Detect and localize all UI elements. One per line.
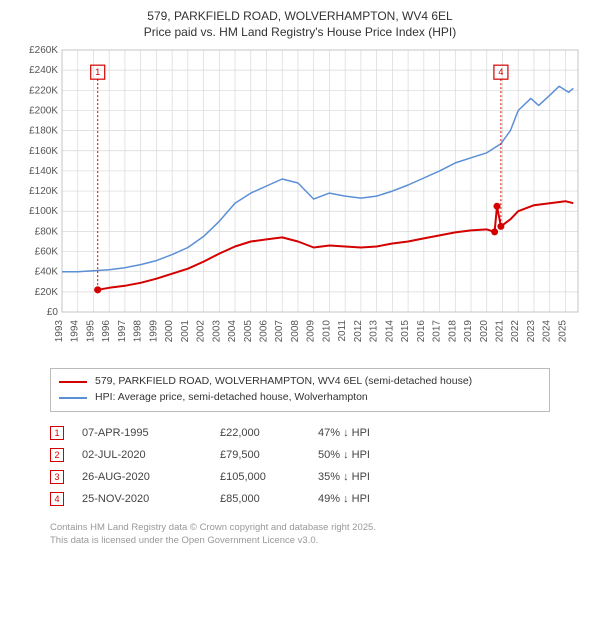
svg-text:2016: 2016 — [415, 320, 426, 343]
svg-text:2006: 2006 — [258, 320, 269, 343]
transaction-price: £22,000 — [220, 427, 300, 439]
svg-text:2007: 2007 — [274, 320, 285, 343]
page-root: 579, PARKFIELD ROAD, WOLVERHAMPTON, WV4 … — [0, 0, 600, 558]
svg-text:£140K: £140K — [29, 166, 58, 177]
title-line-1: 579, PARKFIELD ROAD, WOLVERHAMPTON, WV4 … — [10, 8, 590, 24]
svg-text:2013: 2013 — [368, 320, 379, 343]
svg-text:2000: 2000 — [164, 320, 175, 343]
svg-text:£180K: £180K — [29, 126, 58, 137]
legend-swatch — [59, 381, 87, 383]
transactions-table: 1 07-APR-1995 £22,000 47% ↓ HPI 2 02-JUL-2020… — [50, 422, 550, 510]
legend-item: HPI: Average price, semi-detached house,… — [59, 390, 541, 406]
svg-text:£60K: £60K — [34, 247, 58, 258]
legend-label: 579, PARKFIELD ROAD, WOLVERHAMPTON, WV4 … — [95, 374, 472, 390]
transaction-delta: 35% ↓ HPI — [318, 471, 418, 483]
svg-text:£260K: £260K — [29, 45, 58, 56]
svg-text:2002: 2002 — [195, 320, 206, 343]
svg-text:2011: 2011 — [337, 320, 348, 342]
legend-swatch — [59, 397, 87, 399]
svg-text:2021: 2021 — [494, 320, 505, 343]
transaction-date: 02-JUL-2020 — [82, 449, 202, 461]
svg-text:£20K: £20K — [34, 287, 58, 298]
svg-text:2014: 2014 — [384, 320, 395, 343]
transaction-row: 2 02-JUL-2020 £79,500 50% ↓ HPI — [50, 444, 550, 466]
svg-text:2024: 2024 — [541, 320, 552, 343]
chart-titles: 579, PARKFIELD ROAD, WOLVERHAMPTON, WV4 … — [10, 8, 590, 40]
svg-text:£80K: £80K — [34, 227, 58, 238]
attribution: Contains HM Land Registry data © Crown c… — [50, 522, 570, 548]
attribution-line-2: This data is licensed under the Open Gov… — [50, 535, 570, 548]
line-chart-svg: £0 £20K £40K £60K £80K £100K £120K £140K £160K £1… — [18, 44, 583, 362]
svg-text:£0: £0 — [46, 307, 58, 318]
svg-text:£120K: £120K — [29, 186, 58, 197]
svg-text:2012: 2012 — [352, 320, 363, 343]
svg-text:2020: 2020 — [478, 320, 489, 343]
transaction-marker: 3 — [50, 470, 64, 484]
attribution-line-1: Contains HM Land Registry data © Crown c… — [50, 522, 570, 535]
svg-text:1: 1 — [95, 67, 100, 77]
svg-text:£40K: £40K — [34, 267, 58, 278]
svg-text:£220K: £220K — [29, 86, 58, 97]
transaction-marker: 2 — [50, 448, 64, 462]
transaction-row: 1 07-APR-1995 £22,000 47% ↓ HPI — [50, 422, 550, 444]
transaction-price: £85,000 — [220, 493, 300, 505]
svg-text:2010: 2010 — [321, 320, 332, 343]
transaction-row: 3 26-AUG-2020 £105,000 35% ↓ HPI — [50, 466, 550, 488]
svg-text:£200K: £200K — [29, 106, 58, 117]
svg-text:2004: 2004 — [227, 320, 238, 343]
svg-text:2008: 2008 — [289, 320, 300, 343]
transaction-marker: 4 — [50, 492, 64, 506]
legend: 579, PARKFIELD ROAD, WOLVERHAMPTON, WV4 … — [50, 368, 550, 412]
svg-text:2005: 2005 — [242, 320, 253, 343]
svg-text:2023: 2023 — [525, 320, 536, 343]
transaction-marker: 1 — [50, 426, 64, 440]
svg-text:1994: 1994 — [69, 320, 80, 343]
svg-text:1998: 1998 — [132, 320, 143, 343]
chart-area: £0 £20K £40K £60K £80K £100K £120K £140K £160K £1… — [18, 44, 583, 362]
svg-text:£240K: £240K — [29, 66, 58, 77]
svg-text:4: 4 — [498, 67, 503, 77]
svg-text:2001: 2001 — [179, 320, 190, 343]
transaction-price: £79,500 — [220, 449, 300, 461]
transaction-date: 25-NOV-2020 — [82, 493, 202, 505]
legend-label: HPI: Average price, semi-detached house,… — [95, 390, 368, 406]
svg-text:2015: 2015 — [400, 320, 411, 343]
svg-text:£160K: £160K — [29, 146, 58, 157]
transaction-delta: 49% ↓ HPI — [318, 493, 418, 505]
svg-text:2003: 2003 — [211, 320, 222, 343]
legend-item: 579, PARKFIELD ROAD, WOLVERHAMPTON, WV4 … — [59, 374, 541, 390]
svg-text:2009: 2009 — [305, 320, 316, 343]
svg-text:2025: 2025 — [557, 320, 568, 343]
transaction-row: 4 25-NOV-2020 £85,000 49% ↓ HPI — [50, 488, 550, 510]
transaction-date: 07-APR-1995 — [82, 427, 202, 439]
svg-text:1995: 1995 — [85, 320, 96, 343]
svg-text:1997: 1997 — [116, 320, 127, 343]
transaction-delta: 47% ↓ HPI — [318, 427, 418, 439]
svg-text:2017: 2017 — [431, 320, 442, 343]
svg-text:£100K: £100K — [29, 207, 58, 218]
svg-text:1999: 1999 — [148, 320, 159, 343]
svg-text:1996: 1996 — [101, 320, 112, 343]
title-line-2: Price paid vs. HM Land Registry's House … — [10, 24, 590, 40]
svg-text:2019: 2019 — [463, 320, 474, 343]
transaction-delta: 50% ↓ HPI — [318, 449, 418, 461]
transaction-price: £105,000 — [220, 471, 300, 483]
svg-text:1993: 1993 — [54, 320, 65, 343]
transaction-date: 26-AUG-2020 — [82, 471, 202, 483]
svg-text:2022: 2022 — [510, 320, 521, 343]
svg-text:2018: 2018 — [447, 320, 458, 343]
